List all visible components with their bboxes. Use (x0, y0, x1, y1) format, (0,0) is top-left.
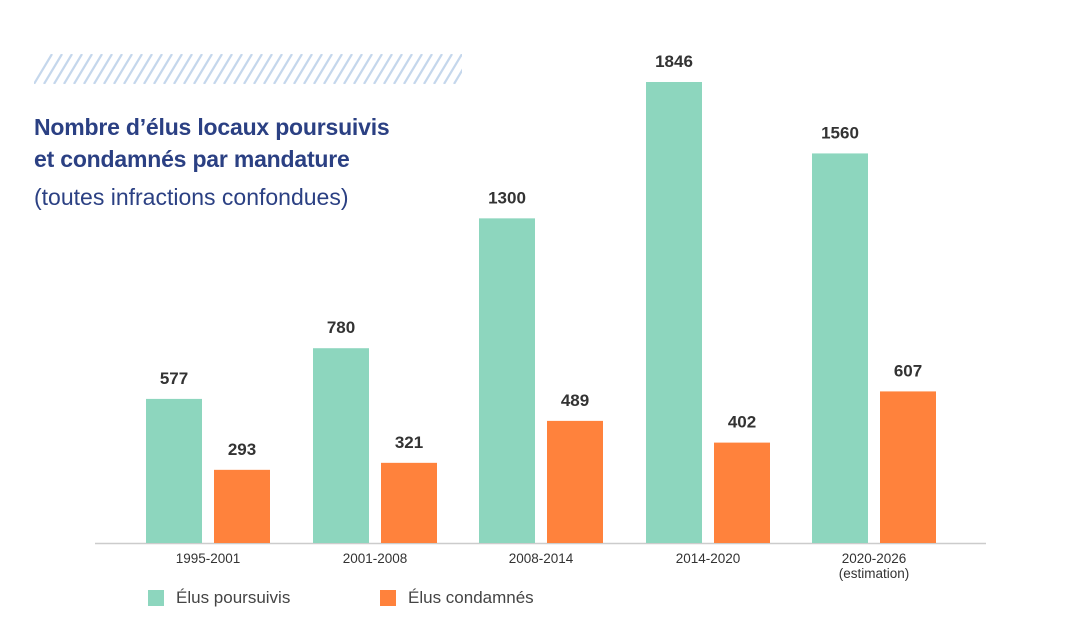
stripe-line (383, 54, 403, 84)
data-label-poursuivis-1: 780 (327, 318, 355, 337)
stripe-line (273, 54, 293, 84)
stripe-line (63, 54, 83, 84)
stripe-line (223, 54, 243, 84)
stripe-line (93, 54, 113, 84)
data-label-condamnes-2: 489 (561, 391, 589, 410)
stripe-line (183, 54, 203, 84)
data-label-condamnes-0: 293 (228, 440, 256, 459)
stripe-line (303, 54, 323, 84)
stripe-line (363, 54, 383, 84)
bar-poursuivis-1 (313, 348, 369, 543)
chart-title-block: Nombre d’élus locaux poursuivis et conda… (34, 111, 594, 213)
decorative-stripes (34, 54, 462, 84)
x-tick-label-0: 1995-2001 (176, 551, 241, 566)
data-label-poursuivis-0: 577 (160, 369, 188, 388)
stripe-line (373, 54, 393, 84)
stripe-line (313, 54, 333, 84)
stripe-line (143, 54, 163, 84)
chart-title-line-2: et condamnés par mandature (34, 146, 350, 172)
stripe-line (283, 54, 303, 84)
stripe-line (163, 54, 183, 84)
x-tick-label-4: 2020-2026 (842, 551, 907, 566)
chart-subtitle: (toutes infractions confondues) (34, 184, 349, 210)
stripe-line (83, 54, 103, 84)
stripe-line (453, 68, 462, 84)
bar-poursuivis-0 (146, 398, 202, 543)
data-label-condamnes-1: 321 (395, 433, 423, 452)
bar-poursuivis-4 (812, 153, 868, 543)
stripe-line (173, 54, 193, 84)
bar-poursuivis-2 (479, 218, 535, 543)
stripe-line (443, 54, 462, 84)
legend-item-condamnes: Élus condamnés (380, 588, 534, 608)
bar-condamnes-3 (714, 442, 770, 543)
stripe-line (34, 54, 53, 84)
x-tick-label-1: 2001-2008 (343, 551, 408, 566)
legend-swatch-condamnes (380, 590, 396, 606)
bar-condamnes-0 (214, 469, 270, 543)
stripe-line (403, 54, 423, 84)
stripe-line (253, 54, 273, 84)
stripe-line (203, 54, 223, 84)
stripe-line (343, 54, 363, 84)
stripe-line (123, 54, 143, 84)
legend-label-poursuivis: Élus poursuivis (176, 588, 291, 607)
data-label-poursuivis-2: 1300 (488, 188, 526, 207)
stripe-line (193, 54, 213, 84)
stripe-line (423, 54, 443, 84)
legend-swatch-poursuivis (148, 590, 164, 606)
stripe-line (393, 54, 413, 84)
stripe-line (73, 54, 93, 84)
bar-condamnes-1 (381, 462, 437, 543)
legend-item-poursuivis: Élus poursuivis (148, 588, 290, 608)
bar-condamnes-2 (547, 420, 603, 543)
chart-title-line-1: Nombre d’élus locaux poursuivis (34, 114, 390, 140)
x-tick-label-4-sub: (estimation) (839, 566, 910, 581)
stripe-line (103, 54, 123, 84)
data-label-condamnes-4: 607 (894, 361, 922, 380)
data-label-poursuivis-4: 1560 (821, 123, 859, 142)
x-tick-label-2: 2008-2014 (509, 551, 574, 566)
stripe-line (323, 54, 343, 84)
stripe-line (353, 54, 373, 84)
stripe-line (263, 54, 283, 84)
stripe-line (113, 54, 133, 84)
stripe-line (213, 54, 233, 84)
bar-poursuivis-3 (646, 82, 702, 543)
stripe-line (133, 54, 153, 84)
stripe-line (433, 54, 453, 84)
legend-label-condamnes: Élus condamnés (408, 588, 534, 607)
stripe-line (153, 54, 173, 84)
data-label-condamnes-3: 402 (728, 413, 756, 432)
stripe-line (333, 54, 353, 84)
x-tick-label-3: 2014-2020 (676, 551, 741, 566)
data-label-poursuivis-3: 1846 (655, 52, 693, 71)
stripe-line (43, 54, 63, 84)
stripe-line (243, 54, 263, 84)
stripe-line (53, 54, 73, 84)
stripe-line (233, 54, 253, 84)
stripe-line (413, 54, 433, 84)
bar-condamnes-4 (880, 391, 936, 543)
stripe-line (293, 54, 313, 84)
